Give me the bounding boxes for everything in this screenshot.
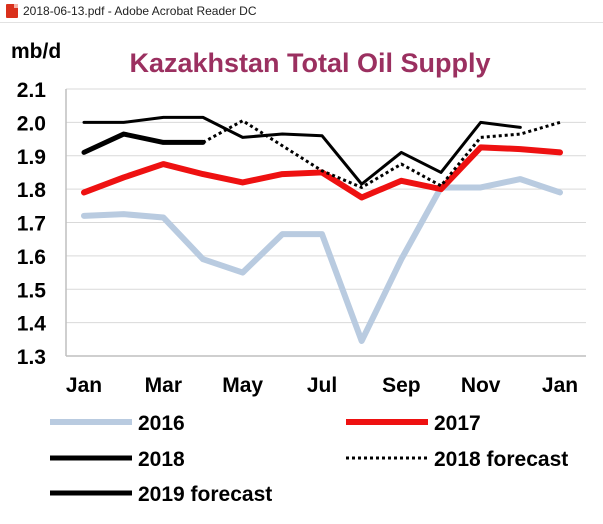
series-line-2019-forecast bbox=[82, 115, 522, 186]
pdf-file-icon bbox=[6, 4, 18, 18]
series-line-2017 bbox=[81, 144, 563, 201]
series-line-2016 bbox=[81, 176, 563, 344]
y-tick-label: 2.1 bbox=[17, 79, 47, 102]
x-tick-label: Jul bbox=[307, 374, 337, 397]
y-tick-label: 1.8 bbox=[17, 179, 47, 202]
oil-supply-chart: Kazakhstan Total Oil Supply mb/d 1.31.41… bbox=[11, 40, 586, 506]
series-line-2018 bbox=[81, 131, 206, 155]
y-tick-labels: 1.3 1.4 1.5 1.6 1.7 1.8 1.9 2.0 2.1 bbox=[17, 79, 47, 369]
x-tick-label: May bbox=[222, 374, 263, 397]
x-tick-labels: Jan Mar May Jul Sep Nov Jan bbox=[66, 374, 578, 397]
legend-label: 2016 bbox=[138, 412, 185, 435]
y-tick-label: 1.5 bbox=[17, 279, 47, 302]
gridlines bbox=[66, 88, 586, 324]
y-tick-label: 2.0 bbox=[17, 112, 46, 135]
axes bbox=[65, 89, 586, 357]
window-title: 2018-06-13.pdf - Adobe Acrobat Reader DC bbox=[23, 4, 257, 18]
series-lines bbox=[81, 115, 563, 344]
x-tick-label: Jan bbox=[542, 374, 578, 397]
legend: 2016 2017 2018 2018 forecast 2019 forecast bbox=[50, 412, 568, 506]
y-tick-label: 1.9 bbox=[17, 146, 46, 169]
x-tick-label: Mar bbox=[145, 374, 182, 397]
y-tick-label: 1.7 bbox=[17, 213, 46, 236]
x-tick-label: Nov bbox=[461, 374, 501, 397]
x-tick-label: Jan bbox=[66, 374, 102, 397]
chart-title: Kazakhstan Total Oil Supply bbox=[129, 48, 490, 78]
legend-label: 2019 forecast bbox=[138, 483, 272, 506]
series-line-2018-forecast bbox=[202, 119, 561, 189]
legend-label: 2018 bbox=[138, 448, 185, 471]
y-tick-label: 1.6 bbox=[17, 246, 46, 269]
x-tick-label: Sep bbox=[382, 374, 421, 397]
window-titlebar: 2018-06-13.pdf - Adobe Acrobat Reader DC bbox=[0, 0, 603, 23]
y-tick-label: 1.3 bbox=[17, 346, 46, 369]
legend-label: 2017 bbox=[434, 412, 481, 435]
y-tick-label: 1.4 bbox=[17, 313, 47, 336]
y-axis-label: mb/d bbox=[11, 40, 61, 63]
legend-label: 2018 forecast bbox=[434, 448, 568, 471]
